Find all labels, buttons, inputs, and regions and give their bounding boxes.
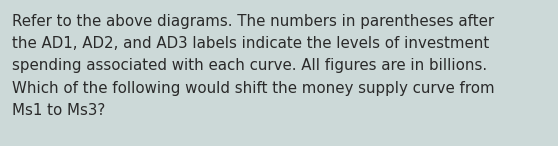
Text: Refer to the above diagrams. The numbers in parentheses after
the AD1, AD2, and : Refer to the above diagrams. The numbers… — [12, 14, 494, 118]
